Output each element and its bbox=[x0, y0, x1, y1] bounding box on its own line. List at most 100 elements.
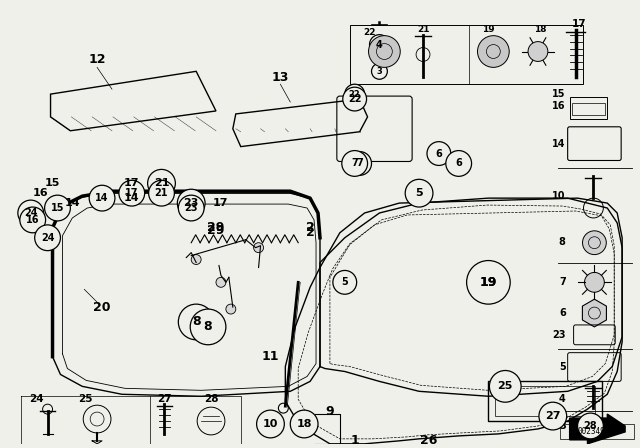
Text: 22: 22 bbox=[349, 90, 360, 99]
Text: 16: 16 bbox=[26, 215, 40, 225]
Text: 6: 6 bbox=[435, 149, 442, 159]
Circle shape bbox=[577, 413, 604, 439]
Circle shape bbox=[477, 36, 509, 67]
Text: 4: 4 bbox=[376, 39, 383, 50]
Circle shape bbox=[343, 87, 367, 111]
Text: 21: 21 bbox=[154, 178, 169, 188]
Circle shape bbox=[253, 243, 264, 253]
Circle shape bbox=[427, 142, 451, 165]
Circle shape bbox=[490, 370, 521, 402]
Text: 17: 17 bbox=[125, 188, 138, 198]
Text: 27: 27 bbox=[157, 394, 172, 404]
Polygon shape bbox=[570, 414, 625, 444]
Text: 17: 17 bbox=[124, 178, 140, 188]
Text: 5: 5 bbox=[341, 277, 348, 287]
Text: 7: 7 bbox=[351, 159, 358, 168]
Circle shape bbox=[369, 34, 389, 55]
Text: 19: 19 bbox=[482, 25, 495, 34]
Text: 5: 5 bbox=[559, 362, 566, 371]
Text: 8: 8 bbox=[559, 237, 566, 247]
Circle shape bbox=[369, 36, 400, 67]
Text: 14: 14 bbox=[95, 193, 109, 203]
Polygon shape bbox=[371, 61, 388, 81]
Circle shape bbox=[148, 169, 175, 197]
Text: 23: 23 bbox=[552, 330, 566, 340]
Text: 27: 27 bbox=[545, 411, 561, 421]
Text: 21: 21 bbox=[155, 188, 168, 198]
Circle shape bbox=[446, 151, 472, 177]
Circle shape bbox=[539, 402, 566, 430]
Text: 8: 8 bbox=[204, 320, 212, 333]
Text: 22: 22 bbox=[364, 28, 376, 37]
Polygon shape bbox=[584, 414, 605, 438]
Circle shape bbox=[405, 179, 433, 207]
Circle shape bbox=[89, 185, 115, 211]
Text: 19: 19 bbox=[480, 276, 497, 289]
Bar bbox=[495, 386, 595, 416]
Text: 25: 25 bbox=[78, 394, 92, 404]
Text: 3: 3 bbox=[376, 67, 382, 76]
Bar bbox=[349, 25, 582, 84]
Text: 26: 26 bbox=[420, 435, 438, 448]
Text: 12: 12 bbox=[88, 53, 106, 66]
Text: 22: 22 bbox=[348, 94, 362, 104]
Bar bbox=[572, 103, 605, 115]
Text: 17: 17 bbox=[213, 198, 228, 208]
Circle shape bbox=[191, 254, 201, 264]
Circle shape bbox=[179, 195, 204, 221]
Circle shape bbox=[119, 180, 145, 206]
Circle shape bbox=[342, 151, 367, 177]
Text: 13: 13 bbox=[272, 71, 289, 84]
Text: 10: 10 bbox=[552, 191, 566, 201]
Circle shape bbox=[291, 410, 318, 438]
Circle shape bbox=[371, 64, 387, 79]
Text: 14: 14 bbox=[124, 193, 140, 203]
Text: 6: 6 bbox=[559, 308, 566, 318]
Text: 20: 20 bbox=[93, 301, 111, 314]
Circle shape bbox=[468, 263, 508, 302]
Text: 24: 24 bbox=[29, 394, 44, 404]
Circle shape bbox=[345, 84, 365, 104]
Circle shape bbox=[179, 304, 214, 340]
Text: 14: 14 bbox=[65, 198, 80, 208]
Text: 5: 5 bbox=[415, 188, 423, 198]
Text: 15: 15 bbox=[552, 89, 566, 99]
Text: 29: 29 bbox=[207, 221, 225, 234]
Circle shape bbox=[18, 200, 44, 226]
Text: 25: 25 bbox=[497, 381, 513, 392]
Circle shape bbox=[216, 277, 226, 287]
Text: 8: 8 bbox=[192, 315, 200, 328]
Text: 19: 19 bbox=[480, 276, 497, 289]
Circle shape bbox=[35, 225, 60, 250]
Text: 11: 11 bbox=[262, 350, 279, 363]
Text: 15: 15 bbox=[51, 203, 64, 213]
Text: 18: 18 bbox=[534, 25, 546, 34]
Text: 16: 16 bbox=[552, 101, 566, 111]
Text: 3: 3 bbox=[559, 421, 566, 431]
Circle shape bbox=[177, 189, 205, 217]
Circle shape bbox=[528, 42, 548, 61]
Circle shape bbox=[190, 309, 226, 345]
Circle shape bbox=[226, 304, 236, 314]
Text: 28: 28 bbox=[584, 421, 597, 431]
Text: 2: 2 bbox=[306, 226, 314, 239]
Circle shape bbox=[348, 151, 371, 175]
Text: 00234944: 00234944 bbox=[578, 427, 615, 436]
Text: 7: 7 bbox=[559, 277, 566, 287]
Circle shape bbox=[333, 271, 356, 294]
Text: 17: 17 bbox=[572, 19, 587, 29]
Text: 24: 24 bbox=[41, 233, 54, 243]
Text: 9: 9 bbox=[326, 405, 334, 418]
Circle shape bbox=[582, 231, 606, 254]
Circle shape bbox=[467, 261, 510, 304]
Text: 1: 1 bbox=[350, 435, 359, 448]
Polygon shape bbox=[582, 299, 607, 327]
Text: 4: 4 bbox=[559, 394, 566, 404]
Text: 29: 29 bbox=[207, 224, 225, 237]
Text: 10: 10 bbox=[263, 419, 278, 429]
Circle shape bbox=[20, 207, 45, 233]
Text: 21: 21 bbox=[417, 25, 429, 34]
Text: 7: 7 bbox=[356, 159, 363, 168]
Circle shape bbox=[257, 410, 284, 438]
Bar bbox=[488, 381, 602, 421]
